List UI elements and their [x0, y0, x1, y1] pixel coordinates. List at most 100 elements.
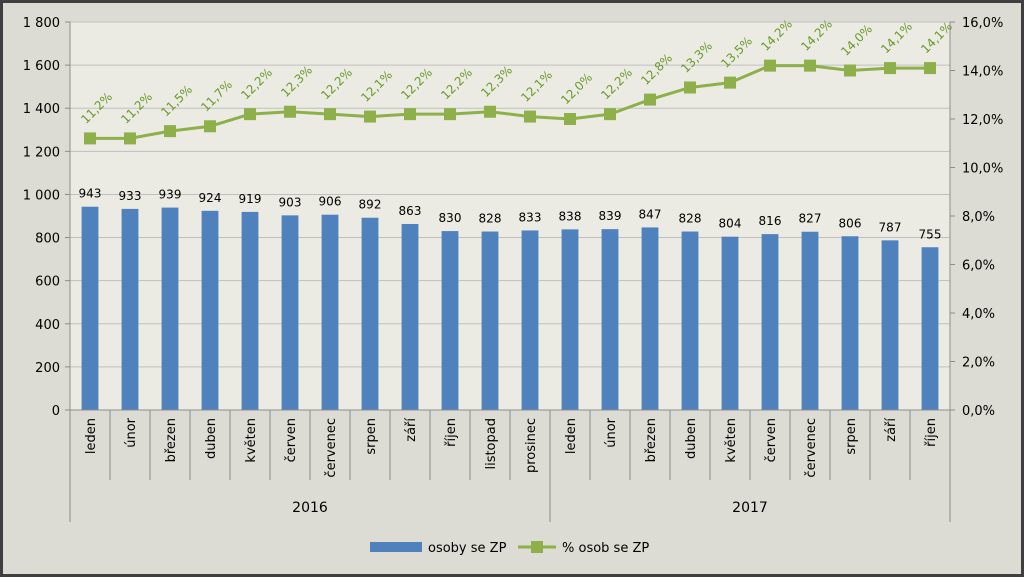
- line-marker: [364, 110, 376, 123]
- y-left-tick-label: 400: [35, 318, 60, 333]
- line-marker: [284, 105, 296, 118]
- line-marker: [244, 108, 256, 121]
- bar: [601, 229, 619, 410]
- bar: [441, 231, 459, 410]
- y-left-tick-label: 200: [35, 361, 60, 376]
- line-marker: [804, 59, 816, 72]
- y-right-tick-label: 10,0%: [962, 162, 1003, 177]
- category-label: září: [884, 418, 899, 442]
- category-label: srpen: [844, 418, 859, 455]
- bar-value-label: 839: [599, 209, 622, 223]
- y-right-tick-label: 8,0%: [962, 210, 995, 225]
- category-label: prosinec: [524, 418, 539, 473]
- y-right-tick-label: 2,0%: [962, 356, 995, 371]
- legend-swatch-bars: [370, 542, 422, 552]
- bar-value-label: 830: [439, 211, 462, 225]
- bar-value-label: 828: [479, 212, 502, 226]
- category-label: červenec: [804, 418, 819, 478]
- bar-value-label: 906: [319, 195, 342, 209]
- line-marker: [924, 62, 936, 75]
- category-label: červen: [764, 418, 779, 462]
- line-marker: [604, 108, 616, 121]
- bar: [81, 206, 99, 410]
- group-label: 2016: [292, 500, 328, 516]
- bar-value-label: 838: [559, 209, 582, 223]
- bar: [401, 223, 419, 410]
- line-marker: [444, 108, 456, 121]
- category-label: březen: [164, 418, 179, 462]
- bar: [481, 231, 499, 410]
- bar: [201, 210, 219, 410]
- category-label: srpen: [364, 418, 379, 455]
- category-label: únor: [604, 417, 619, 447]
- bar: [681, 231, 699, 410]
- y-left-tick-label: 1 600: [23, 59, 60, 74]
- line-series: [90, 64, 930, 140]
- line-marker: [164, 125, 176, 138]
- line-marker: [644, 93, 656, 106]
- category-label: leden: [564, 418, 579, 454]
- y-right-tick-label: 14,0%: [962, 65, 1003, 80]
- category-label: duben: [204, 418, 219, 459]
- bar: [801, 231, 819, 410]
- bar-value-label: 892: [359, 198, 382, 212]
- line-marker: [204, 120, 216, 133]
- bar-value-label: 903: [279, 195, 302, 209]
- bar-value-label: 828: [679, 212, 702, 226]
- category-label: únor: [124, 417, 139, 447]
- line-marker: [884, 62, 896, 75]
- bar: [161, 207, 179, 410]
- bar-value-label: 787: [879, 220, 902, 234]
- y-left-tick-label: 1 800: [23, 16, 60, 31]
- y-right-tick-label: 16,0%: [962, 16, 1003, 31]
- category-label: červenec: [324, 418, 339, 478]
- line-marker: [404, 108, 416, 121]
- category-label: listopad: [484, 418, 499, 470]
- y-left-tick-label: 800: [35, 232, 60, 247]
- y-right-tick-label: 0,0%: [962, 404, 995, 419]
- bar-value-label: 816: [759, 214, 782, 228]
- line-marker: [684, 81, 696, 94]
- bar-value-label: 863: [399, 204, 422, 218]
- bar: [921, 247, 939, 410]
- category-label: červen: [284, 418, 299, 462]
- combo-chart: 0 200 400 600 800 1 000 1 200 1 400 1 600 1 800 0,…: [23, 16, 1004, 556]
- bar: [841, 236, 859, 410]
- y-left-tick-label: 600: [35, 275, 60, 290]
- bar-value-label: 933: [119, 189, 142, 203]
- y-right-tick-label: 6,0%: [962, 259, 995, 274]
- bar: [321, 214, 339, 410]
- group-label: 2017: [732, 500, 768, 516]
- line-marker: [524, 110, 536, 123]
- bar: [361, 217, 379, 410]
- bar: [121, 208, 139, 410]
- bar: [281, 215, 299, 410]
- bar-value-label: 943: [79, 187, 102, 201]
- category-label: září: [404, 418, 419, 442]
- legend-label-line: % osob se ZP: [562, 541, 649, 556]
- line-marker: [324, 108, 336, 121]
- category-label: říjen: [444, 418, 459, 447]
- y-right-tick-label: 12,0%: [962, 113, 1003, 128]
- category-label: březen: [644, 418, 659, 462]
- category-label: květen: [724, 418, 739, 463]
- y-left-tick-label: 0: [52, 404, 60, 419]
- bar-value-label: 924: [199, 191, 222, 205]
- bar-value-label: 804: [719, 217, 742, 231]
- y-left-tick-label: 1 400: [23, 102, 60, 117]
- category-label: duben: [684, 418, 699, 459]
- bar-value-label: 939: [159, 188, 182, 202]
- y-left-tick-label: 1 200: [23, 145, 60, 160]
- bar: [241, 211, 259, 410]
- category-label: květen: [244, 418, 259, 463]
- line-marker: [844, 64, 856, 77]
- bar-value-label: 806: [839, 216, 862, 230]
- bar-value-label: 847: [639, 207, 662, 221]
- legend-label-bars: osoby se ZP: [428, 541, 507, 556]
- line-marker: [564, 113, 576, 125]
- bar: [641, 227, 659, 410]
- bar: [761, 234, 779, 410]
- bar-value-label: 919: [239, 192, 262, 206]
- legend-marker-line: [531, 541, 543, 553]
